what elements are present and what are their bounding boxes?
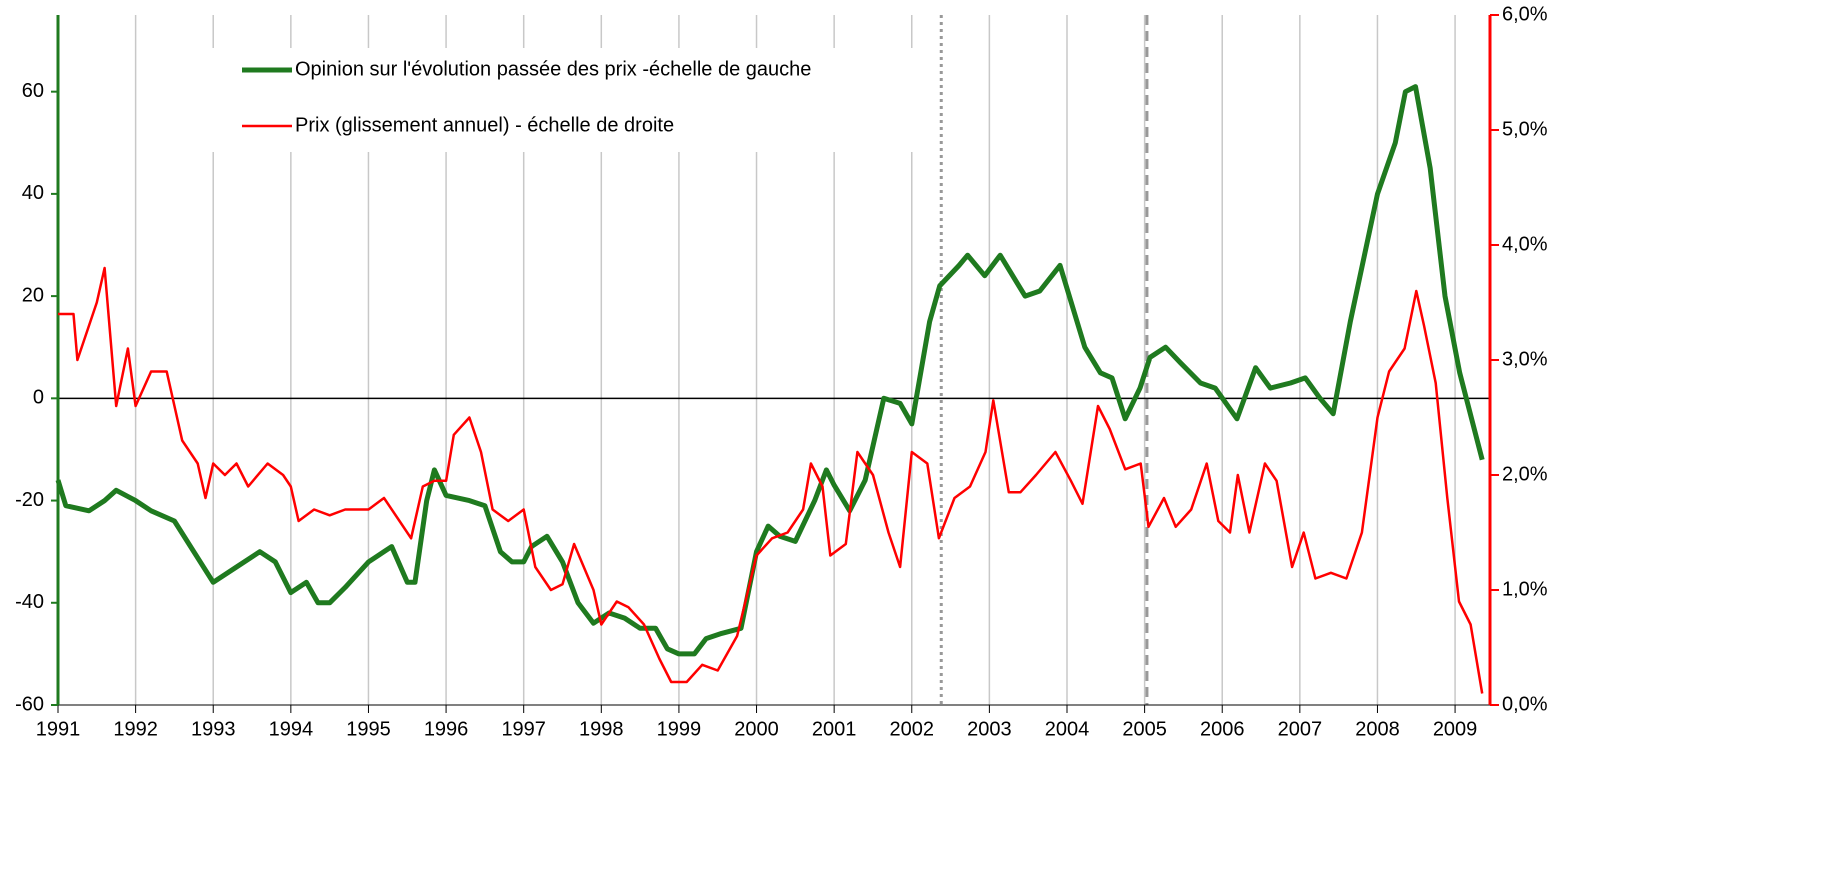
x-tick-label: 2008 <box>1355 718 1400 740</box>
y2-tick-label: 4,0% <box>1502 233 1548 255</box>
y-tick-label: 0 <box>33 387 44 409</box>
y2-tick-label: 1,0% <box>1502 578 1548 600</box>
series-line <box>58 266 1484 694</box>
x-tick-label: 2000 <box>734 718 779 740</box>
y2-tick-label: 0,0% <box>1502 693 1548 715</box>
x-tick-label: 2001 <box>812 718 857 740</box>
x-tick-label: 1992 <box>113 718 158 740</box>
x-tick-label: 1994 <box>269 718 314 740</box>
x-tick-label: 2005 <box>1122 718 1167 740</box>
y-tick-label: 20 <box>22 284 44 306</box>
x-tick-label: 1998 <box>579 718 624 740</box>
series-line <box>55 84 1485 657</box>
legend-label: Opinion sur l'évolution passée des prix … <box>295 58 811 80</box>
legend-label: Prix (glissement annuel) - échelle de dr… <box>295 114 674 136</box>
x-tick-label: 1996 <box>424 718 469 740</box>
x-tick-label: 1999 <box>657 718 702 740</box>
y-tick-label: 60 <box>22 80 44 102</box>
x-tick-label: 2009 <box>1433 718 1478 740</box>
x-tick-label: 1995 <box>346 718 391 740</box>
x-tick-label: 1991 <box>36 718 81 740</box>
y-tick-label: 40 <box>22 182 44 204</box>
x-tick-label: 2004 <box>1045 718 1090 740</box>
x-tick-label: 2002 <box>890 718 935 740</box>
y-tick-label: -20 <box>15 489 44 511</box>
y2-tick-label: 5,0% <box>1502 118 1548 140</box>
x-tick-label: 1997 <box>501 718 546 740</box>
x-tick-label: 2003 <box>967 718 1012 740</box>
y2-tick-label: 3,0% <box>1502 348 1548 370</box>
y-tick-label: -40 <box>15 591 44 613</box>
x-tick-label: 2006 <box>1200 718 1245 740</box>
x-tick-label: 1993 <box>191 718 236 740</box>
legend-box <box>172 48 932 152</box>
y-tick-label: -60 <box>15 693 44 715</box>
y2-tick-label: 2,0% <box>1502 463 1548 485</box>
y2-tick-label: 6,0% <box>1502 3 1548 25</box>
x-tick-label: 2007 <box>1278 718 1323 740</box>
